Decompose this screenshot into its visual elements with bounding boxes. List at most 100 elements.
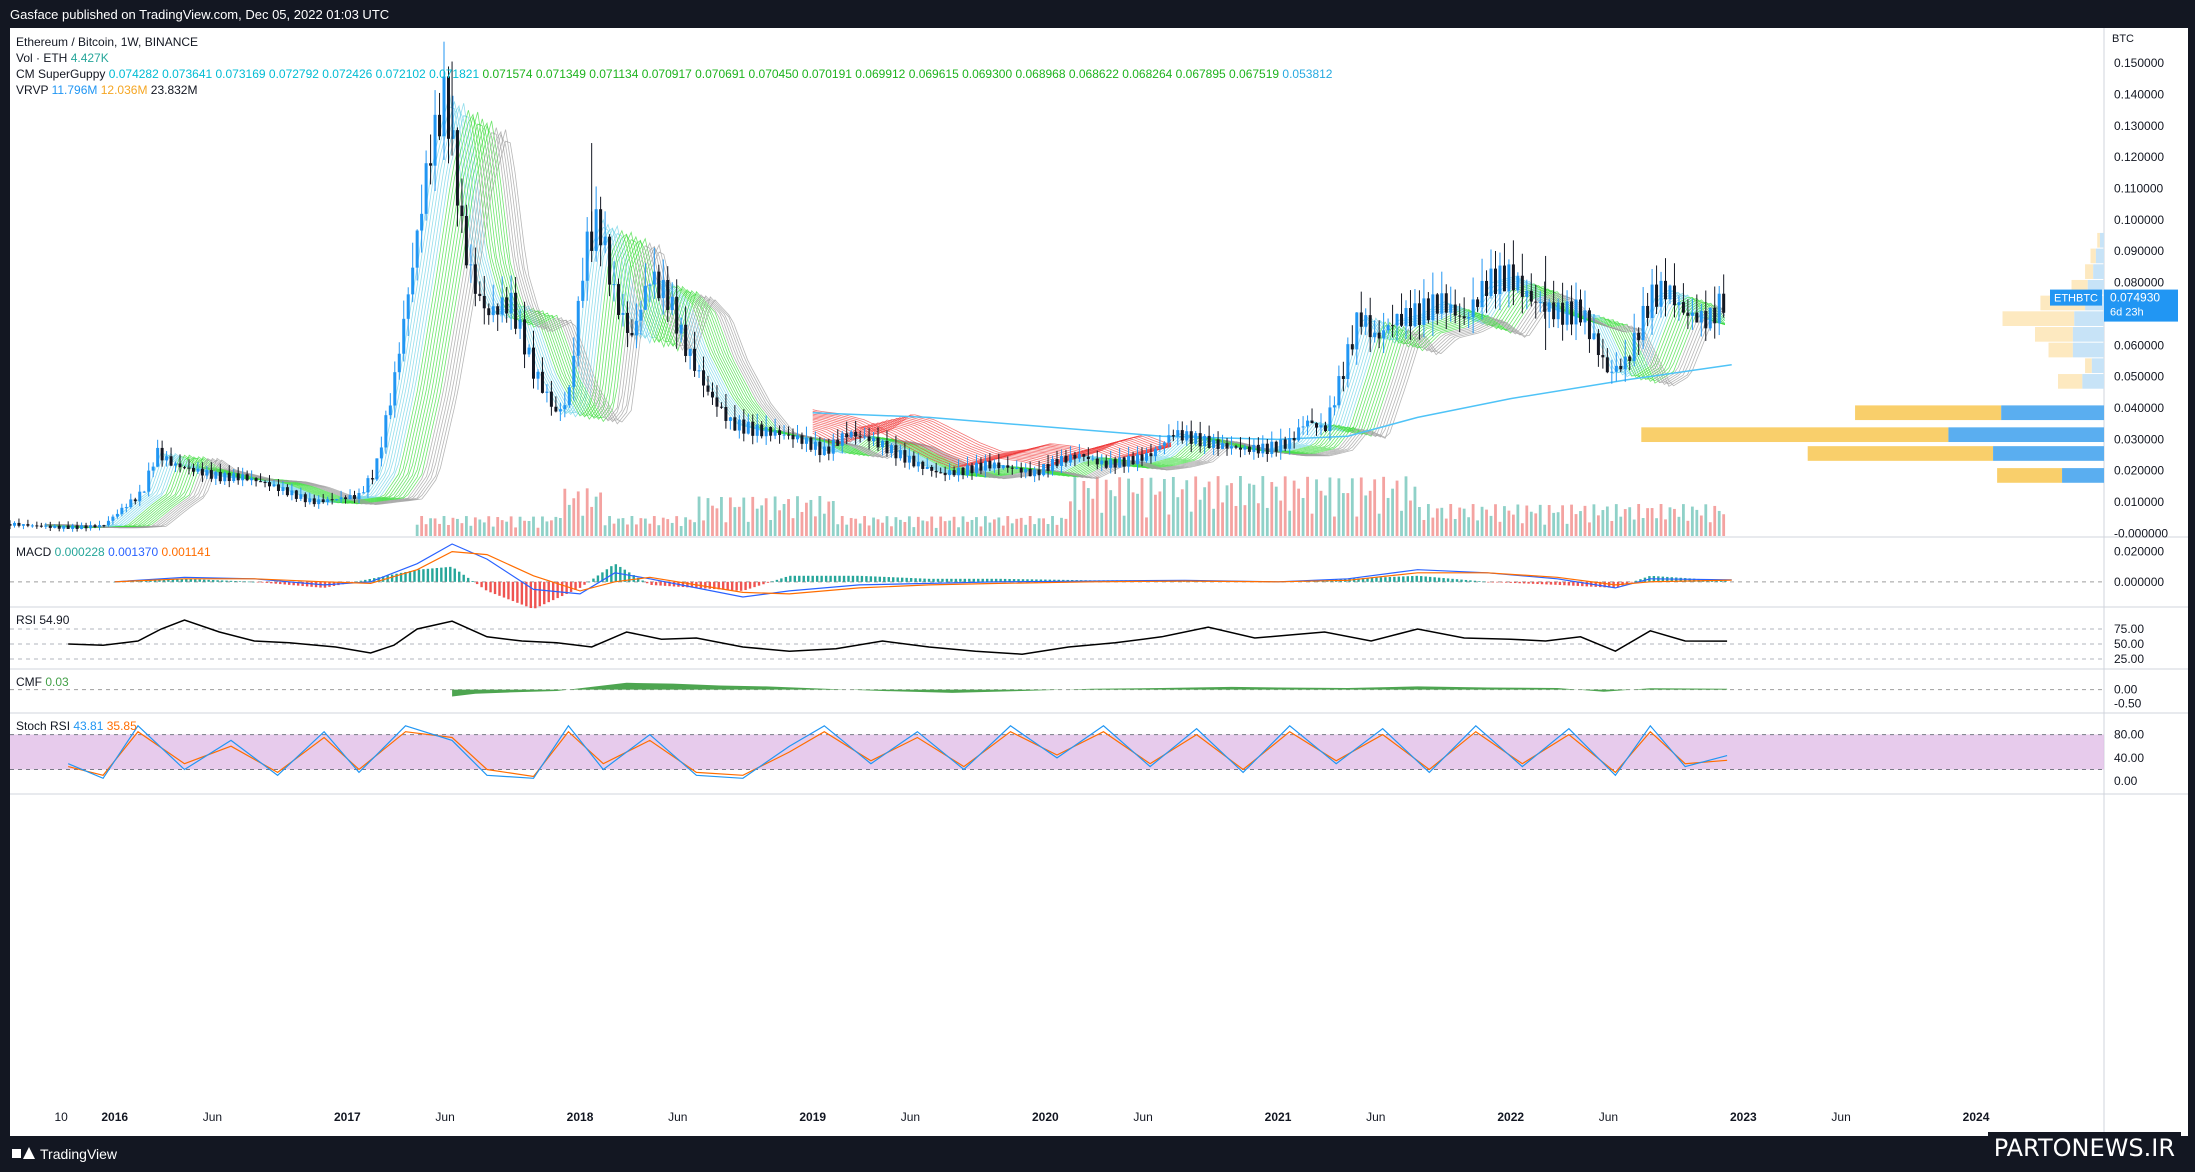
macd-hist-bar — [968, 578, 971, 582]
candle-body — [1180, 430, 1184, 441]
macd-hist-bar — [918, 578, 922, 582]
macd-hist-bar — [878, 576, 882, 582]
candle-body — [728, 417, 732, 421]
macd-hist-bar — [999, 578, 1002, 582]
candle-body — [1028, 468, 1032, 477]
macd-hist-bar — [516, 581, 519, 603]
macd-hist-bar — [288, 581, 291, 585]
tradingview-chart[interactable]: BTC 0.150000 0.140000 0.130000 0.120000 0.110… — [8, 28, 2188, 1136]
candle-body — [285, 487, 289, 496]
candle-body — [205, 470, 209, 476]
macd-hist-bar — [986, 578, 989, 582]
candle-body — [281, 487, 285, 491]
candle-body — [827, 446, 831, 454]
candle-body — [849, 431, 853, 438]
candle-body — [482, 296, 486, 309]
candle-body — [169, 456, 173, 466]
guppy-value: 0.068968 — [1015, 67, 1068, 81]
volume-bar — [1422, 519, 1426, 536]
macd-hist-bar — [453, 568, 456, 582]
volume-bar — [1538, 504, 1542, 536]
macd-hist-bar — [1558, 581, 1562, 586]
candle-body — [174, 463, 178, 466]
candle-body — [1690, 312, 1694, 316]
candle-body — [697, 370, 701, 372]
candle-body — [1628, 356, 1632, 362]
volume-bar — [728, 497, 732, 536]
candle-body — [424, 163, 428, 214]
volume-bar — [1001, 525, 1005, 536]
candle-body — [21, 524, 25, 526]
candle-body — [1051, 459, 1055, 471]
volume-bar — [670, 522, 674, 536]
guppy-value: 0.068264 — [1122, 67, 1175, 81]
candle-body — [1243, 446, 1247, 450]
guppy-value: 0.073641 — [162, 67, 215, 81]
candle-body — [590, 231, 594, 251]
volume-bar — [451, 517, 455, 536]
stoch-k-line — [67, 724, 1728, 780]
guppy-bear-line — [812, 409, 1171, 453]
macd-hist-bar — [1522, 581, 1526, 584]
candle-body — [1695, 312, 1699, 323]
vrvp-value: 12.036M — [101, 83, 151, 97]
x-tick-label: 2017 — [334, 1110, 361, 1124]
candle-body — [75, 525, 79, 529]
candle-body — [53, 525, 57, 528]
macd-hist-bar — [744, 581, 747, 591]
candle-body — [187, 467, 191, 469]
candle-body — [1453, 304, 1457, 316]
candle-body — [585, 231, 589, 281]
candle-body — [1547, 302, 1551, 312]
macd-hist-bar — [717, 581, 720, 590]
macd-hist-bar — [252, 581, 255, 583]
macd-hist-bar — [520, 581, 524, 605]
candle-body — [115, 513, 119, 517]
volume-bar — [1283, 476, 1287, 536]
candle-body — [1431, 294, 1435, 321]
macd-y-tick: 0.000000 — [2114, 575, 2164, 589]
macd-hist-bar — [1044, 579, 1047, 582]
guppy-line — [44, 132, 1726, 528]
volume-bar — [505, 521, 509, 536]
macd-hist-bar — [1030, 579, 1034, 582]
volume-bar — [1561, 505, 1565, 536]
candle-body — [992, 462, 996, 469]
volume-bar — [581, 515, 585, 536]
candle-body — [30, 525, 34, 527]
volume-bar — [1234, 505, 1238, 536]
vrvp-down-bar — [2085, 264, 2094, 279]
macd-hist-bar — [560, 581, 564, 597]
candle-body — [1131, 456, 1135, 465]
candle-body — [335, 499, 339, 501]
macd-hist-bar — [1607, 581, 1611, 588]
volume-bar — [594, 496, 598, 536]
candle-body — [1368, 315, 1372, 338]
candle-body — [1681, 302, 1685, 313]
macd-hist-bar — [225, 580, 228, 582]
volume-bar — [478, 519, 482, 536]
macd-hist-bar — [1415, 575, 1418, 582]
macd-hist-bar — [592, 578, 595, 582]
candle-body — [1655, 284, 1659, 307]
macd-hist-bar — [1420, 576, 1423, 582]
volume-bar — [1337, 478, 1341, 536]
macd-hist-bar — [659, 581, 662, 586]
macd-hist-bar — [189, 579, 192, 582]
macd-hist-bar — [927, 578, 931, 582]
volume-bar — [1216, 476, 1220, 536]
tradingview-logo[interactable]: TradingView — [12, 1146, 117, 1162]
candle-body — [617, 284, 621, 315]
macd-hist-bar — [1442, 578, 1445, 582]
volume-bar — [639, 518, 643, 536]
candle-body — [523, 319, 527, 355]
candle-body — [268, 482, 272, 487]
candle-body — [106, 520, 110, 526]
macd-hist-bar — [355, 581, 358, 583]
candle-body — [1059, 455, 1063, 466]
candle-body — [907, 455, 911, 463]
chart-frame[interactable]: BTC 0.150000 0.140000 0.130000 0.120000 0.110… — [8, 28, 2188, 1136]
volume-bar — [1212, 508, 1216, 536]
x-tick-label: 2023 — [1730, 1110, 1757, 1124]
volume-bar — [836, 524, 840, 536]
